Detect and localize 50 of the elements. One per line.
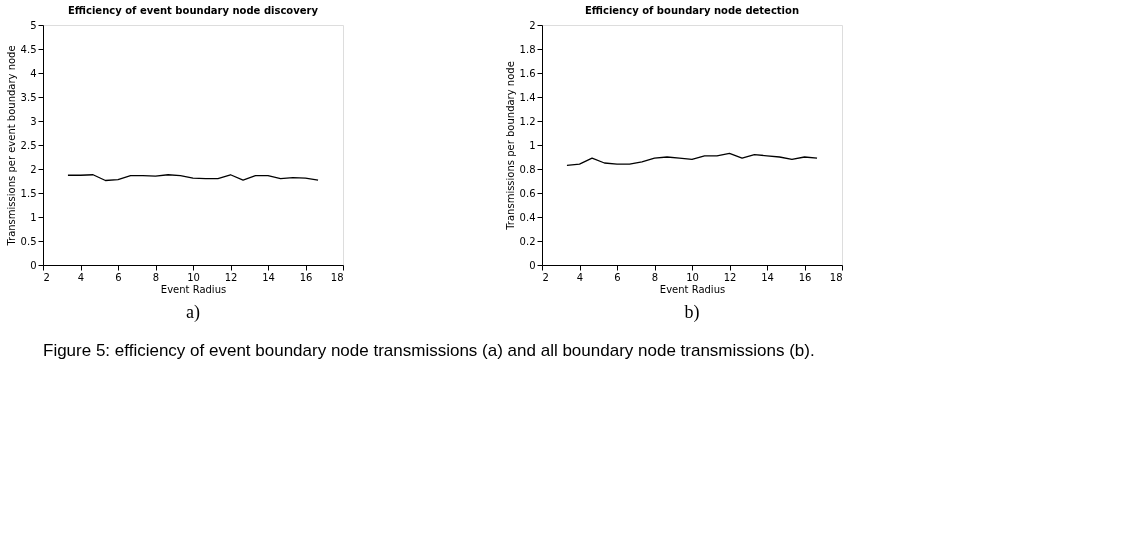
y-tick-label: 1 [30, 211, 37, 223]
y-tick-label: 0.4 [519, 211, 536, 223]
y-tick-label: 0.8 [519, 163, 536, 175]
y-tick-label: 3 [30, 115, 37, 127]
x-tick-label: 6 [115, 271, 122, 283]
y-tick-label: 5 [30, 19, 37, 31]
y-tick-label: 1 [529, 139, 536, 151]
y-tick-label: 1.6 [519, 67, 536, 79]
x-tick-label: 14 [262, 271, 275, 283]
x-tick-label: 4 [77, 271, 85, 283]
y-tick-label: 4 [30, 67, 37, 79]
y-tick-label: 3.5 [20, 91, 37, 103]
y-tick-label: 1.2 [519, 115, 536, 127]
x-tick-label: 12 [224, 271, 238, 283]
y-tick-label: 0.6 [519, 187, 536, 199]
chart-title: Efficiency of boundary node detection [584, 5, 800, 16]
text: a) [186, 302, 200, 323]
line-series [566, 152, 818, 167]
y-tick-label: 0 [30, 259, 37, 271]
y-axis-title: Transmissions per event boundary node [5, 45, 17, 247]
x-tick-label: 16 [299, 271, 313, 283]
x-tick-label: 4 [576, 271, 584, 283]
x-tick-label: 8 [651, 271, 659, 283]
x-tick-label: 8 [152, 271, 160, 283]
x-tick-label: 16 [798, 271, 812, 283]
x-tick-label: 18 [330, 271, 344, 283]
y-tick-label: 0.2 [519, 235, 536, 247]
y-tick-label: 1.5 [20, 187, 37, 199]
y-axis-title: Transmissions per boundary node [504, 61, 516, 231]
caption: Figure 5: efficiency of event boundary node transmissions (a) and all boundary node transmissions (b). [43, 341, 815, 360]
x-tick-label: 14 [761, 271, 774, 283]
y-tick-label: 4.5 [20, 43, 37, 55]
y-tick-label: 2 [30, 163, 37, 175]
y-tick-label: 0 [529, 259, 536, 271]
x-tick-label: 10 [686, 271, 699, 283]
y-tick-label: 0.5 [20, 235, 37, 247]
x-tick-label: 18 [829, 271, 843, 283]
x-tick-label: 10 [187, 271, 200, 283]
chart-title: Efficiency of event boundary node discovery [68, 5, 319, 16]
y-tick-label: 1.8 [519, 43, 536, 55]
x-tick-label: 2 [43, 271, 50, 283]
x-tick-label: 12 [723, 271, 737, 283]
x-axis-title: Event Radius [659, 283, 726, 295]
x-tick-label: 6 [614, 271, 621, 283]
y-tick-label: 2.5 [20, 139, 37, 151]
y-tick-label: 1.4 [519, 91, 536, 103]
y-tick-label: 2 [529, 19, 536, 31]
x-tick-label: 2 [542, 271, 549, 283]
text: b) [684, 302, 700, 323]
x-axis-title: Event Radius [160, 283, 227, 295]
